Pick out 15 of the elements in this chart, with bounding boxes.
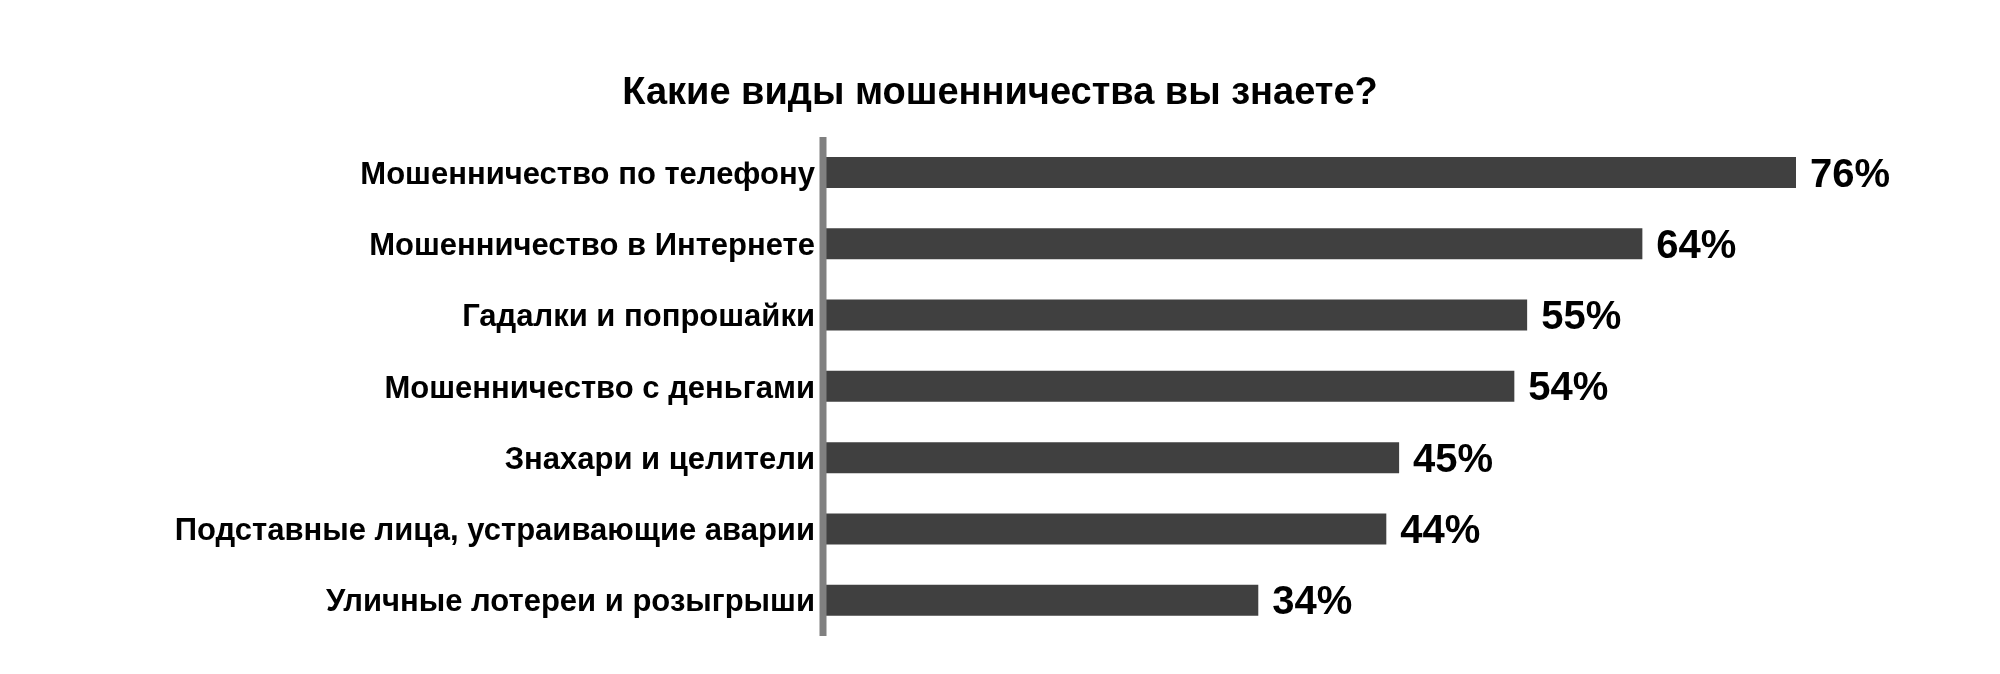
y-tick-label: Знахари и целители [504, 440, 815, 476]
data-label: 44% [1400, 506, 1481, 551]
data-label: 34% [1272, 578, 1353, 623]
y-tick-label: Уличные лотереи и розыгрыши [325, 583, 815, 619]
data-label: 76% [1810, 150, 1891, 195]
data-label: 54% [1528, 364, 1609, 409]
data-label: 55% [1541, 293, 1622, 338]
y-tick-label: Подставные лица, устраивающие аварии [174, 512, 815, 548]
y-tick-label: Гадалки и попрошайки [462, 298, 815, 334]
y-tick-label: Мошенничество с деньгами [384, 369, 815, 405]
data-label: 64% [1656, 221, 1737, 266]
chart-title: Какие виды мошенничества вы знаете? [621, 70, 1379, 113]
y-tick-label: Мошенничество в Интернете [369, 226, 815, 262]
y-tick-label: Мошенничество по телефону [360, 155, 816, 191]
data-label: 45% [1413, 435, 1494, 480]
